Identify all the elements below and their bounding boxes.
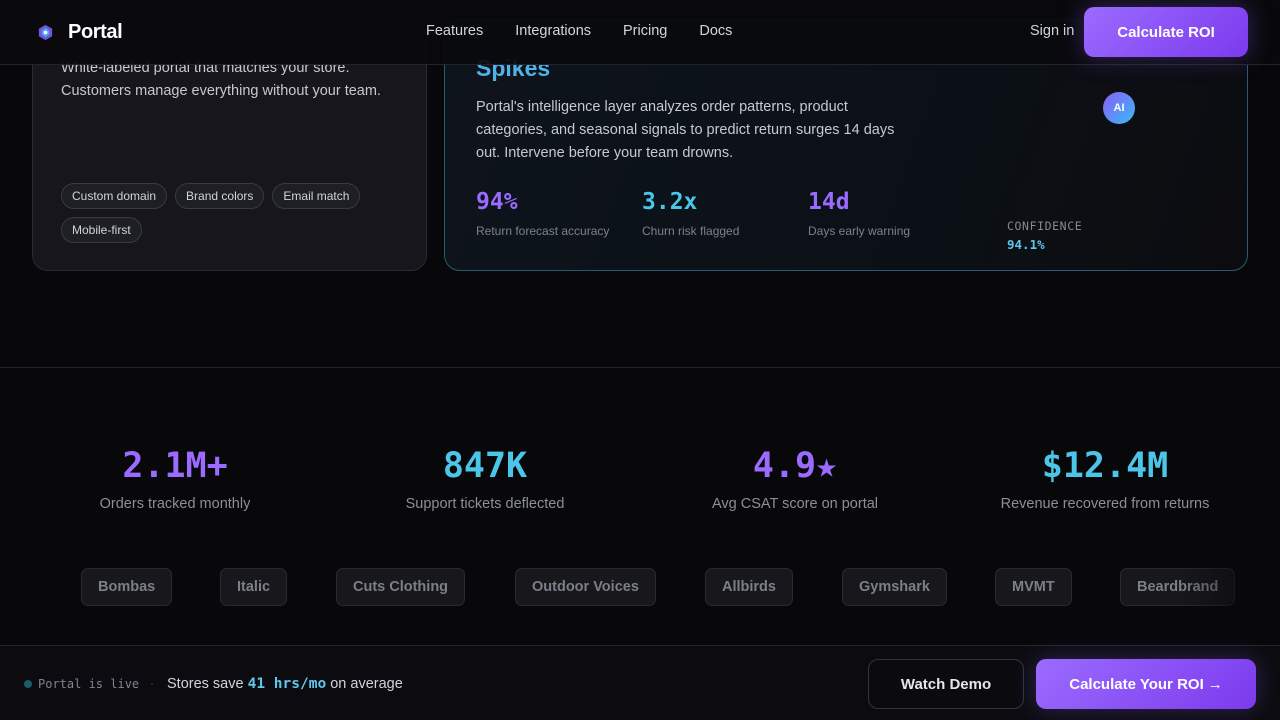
nav-link-integrations[interactable]: Integrations <box>515 23 592 39</box>
stat-revenue-recovered: $12.4M Revenue recovered from returns <box>955 446 1255 512</box>
customer-logo-gymshark: Gymshark <box>842 568 947 606</box>
customer-logo-outdoor-voices: Outdoor Voices <box>515 568 656 606</box>
stat-csat-score: 4.9★ Avg CSAT score on portal <box>645 446 945 512</box>
calculate-roi-button[interactable]: Calculate ROI <box>1084 7 1248 57</box>
section-divider <box>0 367 1280 368</box>
customer-logo-cuts-clothing: Cuts Clothing <box>336 568 466 606</box>
calculate-your-roi-button[interactable]: Calculate Your ROI → <box>1036 659 1256 709</box>
ai-badge: AI <box>1103 92 1135 124</box>
confidence-label: CONFIDENCE <box>1007 219 1083 233</box>
nav-links: Features Integrations Pricing Docs <box>426 23 732 39</box>
metric-forecast-accuracy: 94% Return forecast accuracy <box>476 189 609 238</box>
stat-value: 4.9★ <box>752 446 838 486</box>
portal-logo-icon <box>38 24 53 41</box>
sign-in-link[interactable]: Sign in <box>1030 23 1075 39</box>
tag-custom-domain: Custom domain <box>61 183 168 209</box>
tag-email-match: Email match <box>272 183 361 209</box>
savings-message: Stores save 41 hrs/mo on average <box>167 676 403 692</box>
sticky-bottom-bar: Portal is live · Stores save 41 hrs/mo o… <box>0 645 1280 720</box>
nav-link-features[interactable]: Features <box>426 23 484 39</box>
metric-value: 94% <box>476 189 518 215</box>
metric-early-warning: 14d Days early warning <box>808 189 910 238</box>
brand-name: Portal <box>68 21 123 43</box>
savings-prefix: Stores save <box>167 676 244 692</box>
savings-suffix: on average <box>330 676 403 692</box>
nav-link-docs[interactable]: Docs <box>699 23 733 39</box>
customer-logo-italic: Italic <box>220 568 288 606</box>
stat-value: $12.4M <box>1041 446 1169 486</box>
watch-demo-button[interactable]: Watch Demo <box>868 659 1024 709</box>
confidence-value: 94.1% <box>1007 237 1045 252</box>
stat-label: Revenue recovered from returns <box>1000 496 1210 512</box>
metric-label: Days early warning <box>808 224 911 238</box>
arrow-right-icon: → <box>1207 675 1223 693</box>
stat-label: Avg CSAT score on portal <box>711 496 879 512</box>
metric-value: 3.2x <box>642 189 698 215</box>
calculate-your-roi-label: Calculate Your ROI <box>1069 675 1204 693</box>
live-status-text: Portal is live <box>38 677 140 691</box>
stat-label: Orders tracked monthly <box>99 496 251 512</box>
metric-label: Churn risk flagged <box>642 224 740 238</box>
stat-orders-tracked: 2.1M+ Orders tracked monthly <box>25 446 325 512</box>
stat-label: Support tickets deflected <box>405 496 565 512</box>
top-navigation: Portal Features Integrations Pricing Doc… <box>0 0 1280 65</box>
customer-logo-mvmt: MVMT <box>995 568 1072 606</box>
customer-logo-allbirds: Allbirds <box>705 568 793 606</box>
tag-brand-colors: Brand colors <box>175 183 265 209</box>
stat-value: 2.1M+ <box>122 446 228 486</box>
live-status-dot-icon <box>24 680 32 688</box>
stat-value: 847K <box>442 446 528 486</box>
metric-churn-risk: 3.2x Churn risk flagged <box>642 189 739 238</box>
customer-logo-beardbrand: Beardbrand <box>1120 568 1236 606</box>
stat-tickets-deflected: 847K Support tickets deflected <box>335 446 635 512</box>
metric-label: Return forecast accuracy <box>476 224 610 238</box>
status-separator: · <box>150 676 154 690</box>
tag-mobile-first: Mobile-first <box>61 217 142 243</box>
savings-highlight: 41 hrs/mo <box>247 676 327 692</box>
metric-value: 14d <box>808 189 850 215</box>
brand[interactable]: Portal <box>36 21 123 44</box>
feature-tags: Custom domain Brand colors Email match M… <box>61 183 401 243</box>
nav-link-pricing[interactable]: Pricing <box>623 23 668 39</box>
customer-logo-bombas: Bombas <box>81 568 173 606</box>
intelligence-card-description: Portal's intelligence layer analyzes ord… <box>476 99 895 161</box>
